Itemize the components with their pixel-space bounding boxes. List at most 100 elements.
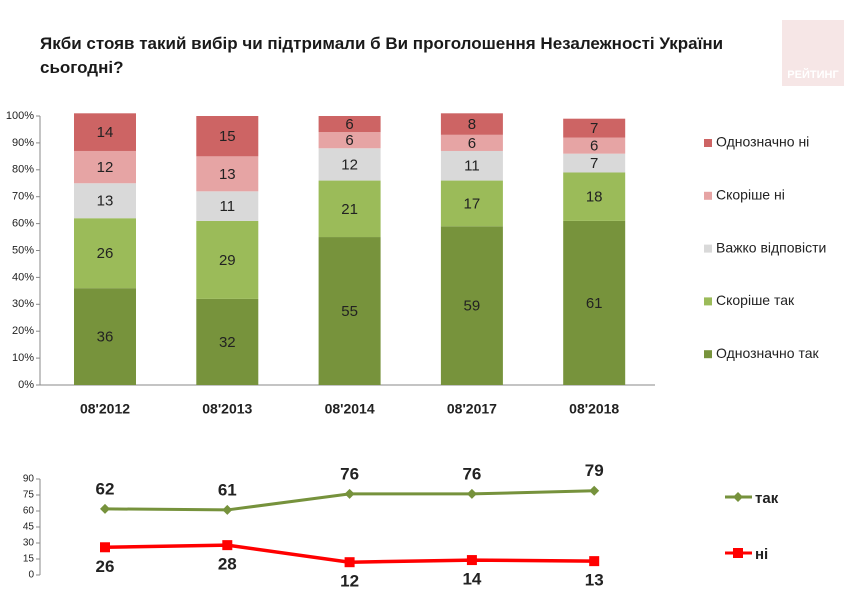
data-label: 28	[218, 555, 237, 574]
legend-label: так	[755, 490, 779, 507]
bar-segment	[440, 113, 503, 135]
legend-label: Скоріше ні	[716, 187, 785, 203]
data-label: 6	[345, 132, 353, 149]
bar-segment	[74, 218, 136, 289]
legend-label: Однозначно так	[716, 345, 819, 361]
y-tick-label: 30	[23, 538, 35, 549]
data-label: 6	[345, 116, 353, 133]
legend-label: Скоріше так	[716, 292, 795, 308]
y-tick-label: 10%	[12, 352, 34, 364]
bar-segment	[74, 150, 136, 184]
marker	[222, 540, 233, 551]
bar-segment	[196, 116, 259, 157]
bar-segment	[196, 156, 259, 192]
x-tick-label: 08'2012	[80, 401, 130, 417]
legend-swatch	[704, 297, 712, 306]
bar-segment	[318, 237, 381, 385]
chart-title: Якби стояв такий вибір чи підтримали б В…	[40, 34, 724, 77]
data-label: 61	[586, 295, 603, 312]
bar-segment	[563, 153, 626, 173]
marker	[100, 542, 110, 553]
data-label: 26	[96, 557, 115, 576]
y-tick-label: 20%	[12, 325, 34, 337]
legend-label: ні	[755, 546, 768, 563]
bar-segment	[440, 226, 503, 385]
data-label: 8	[468, 116, 476, 133]
bar-segment	[563, 118, 626, 138]
y-tick-label: 90	[23, 474, 35, 485]
data-label: 59	[464, 298, 481, 315]
data-label: 76	[340, 464, 359, 483]
y-tick-label: 0%	[18, 379, 34, 391]
data-label: 6	[468, 135, 476, 152]
marker	[466, 488, 477, 499]
x-tick-label: 08'2017	[447, 401, 497, 417]
y-tick-label: 50%	[12, 244, 34, 256]
y-tick-label: 90%	[12, 137, 34, 149]
data-label: 6	[590, 138, 598, 155]
data-label: 21	[341, 201, 358, 218]
legend-swatch	[704, 139, 712, 147]
data-label: 61	[218, 480, 237, 499]
bar-segment	[196, 220, 259, 299]
data-label: 14	[97, 124, 114, 141]
bar-segment	[563, 220, 626, 385]
legend-label: Важко відповісти	[716, 239, 826, 255]
data-label: 32	[219, 334, 236, 351]
legend-label: Однозначно ні	[716, 134, 809, 150]
marker	[466, 555, 477, 566]
data-label: 12	[97, 159, 114, 176]
data-label: 13	[219, 166, 236, 183]
bar-segment	[563, 137, 626, 154]
y-tick-label: 75	[23, 490, 35, 501]
y-tick-label: 15	[23, 554, 35, 565]
bar-segment	[440, 150, 503, 181]
x-tick-label: 08'2013	[202, 401, 252, 417]
marker	[344, 557, 355, 568]
bar-segment	[440, 134, 503, 151]
x-tick-label: 08'2014	[325, 401, 375, 417]
data-label: 7	[590, 120, 598, 137]
bar-segment	[196, 298, 259, 385]
legend-swatch	[704, 191, 712, 200]
bar-segment	[318, 148, 381, 181]
data-label: 29	[219, 252, 236, 269]
legend-swatch	[704, 244, 712, 253]
data-label: 15	[219, 128, 236, 145]
marker	[100, 503, 110, 514]
logo: РЕЙТИНГ	[787, 68, 839, 81]
bar-segment	[318, 116, 381, 133]
y-tick-label: 0	[28, 570, 34, 581]
legend-swatch	[704, 350, 712, 359]
data-label: 62	[96, 479, 115, 498]
data-label: 26	[97, 245, 114, 262]
y-tick-label: 45	[23, 522, 35, 533]
marker	[222, 504, 233, 515]
marker	[589, 556, 600, 567]
y-tick-label: 40%	[12, 271, 34, 283]
bar-segment	[318, 180, 381, 238]
x-tick-label: 08'2018	[569, 401, 619, 417]
data-label: 13	[97, 193, 114, 210]
data-label: 36	[97, 329, 114, 346]
data-label: 17	[464, 195, 481, 212]
data-label: 76	[462, 464, 481, 483]
data-label: 55	[341, 303, 358, 320]
bar-segment	[74, 113, 136, 151]
y-tick-label: 30%	[12, 298, 34, 310]
bar-segment	[74, 288, 136, 385]
data-label: 14	[462, 570, 481, 589]
data-label: 12	[340, 572, 359, 591]
data-label: 18	[586, 189, 603, 206]
logo-box	[782, 20, 844, 86]
bar-segment	[440, 180, 503, 227]
legend-marker	[733, 492, 743, 502]
bar-segment	[563, 172, 626, 221]
data-label: 11	[220, 198, 236, 215]
bar-segment	[318, 132, 381, 149]
marker	[344, 488, 355, 499]
bar-segment	[74, 183, 136, 219]
y-tick-label: 60	[23, 506, 35, 517]
